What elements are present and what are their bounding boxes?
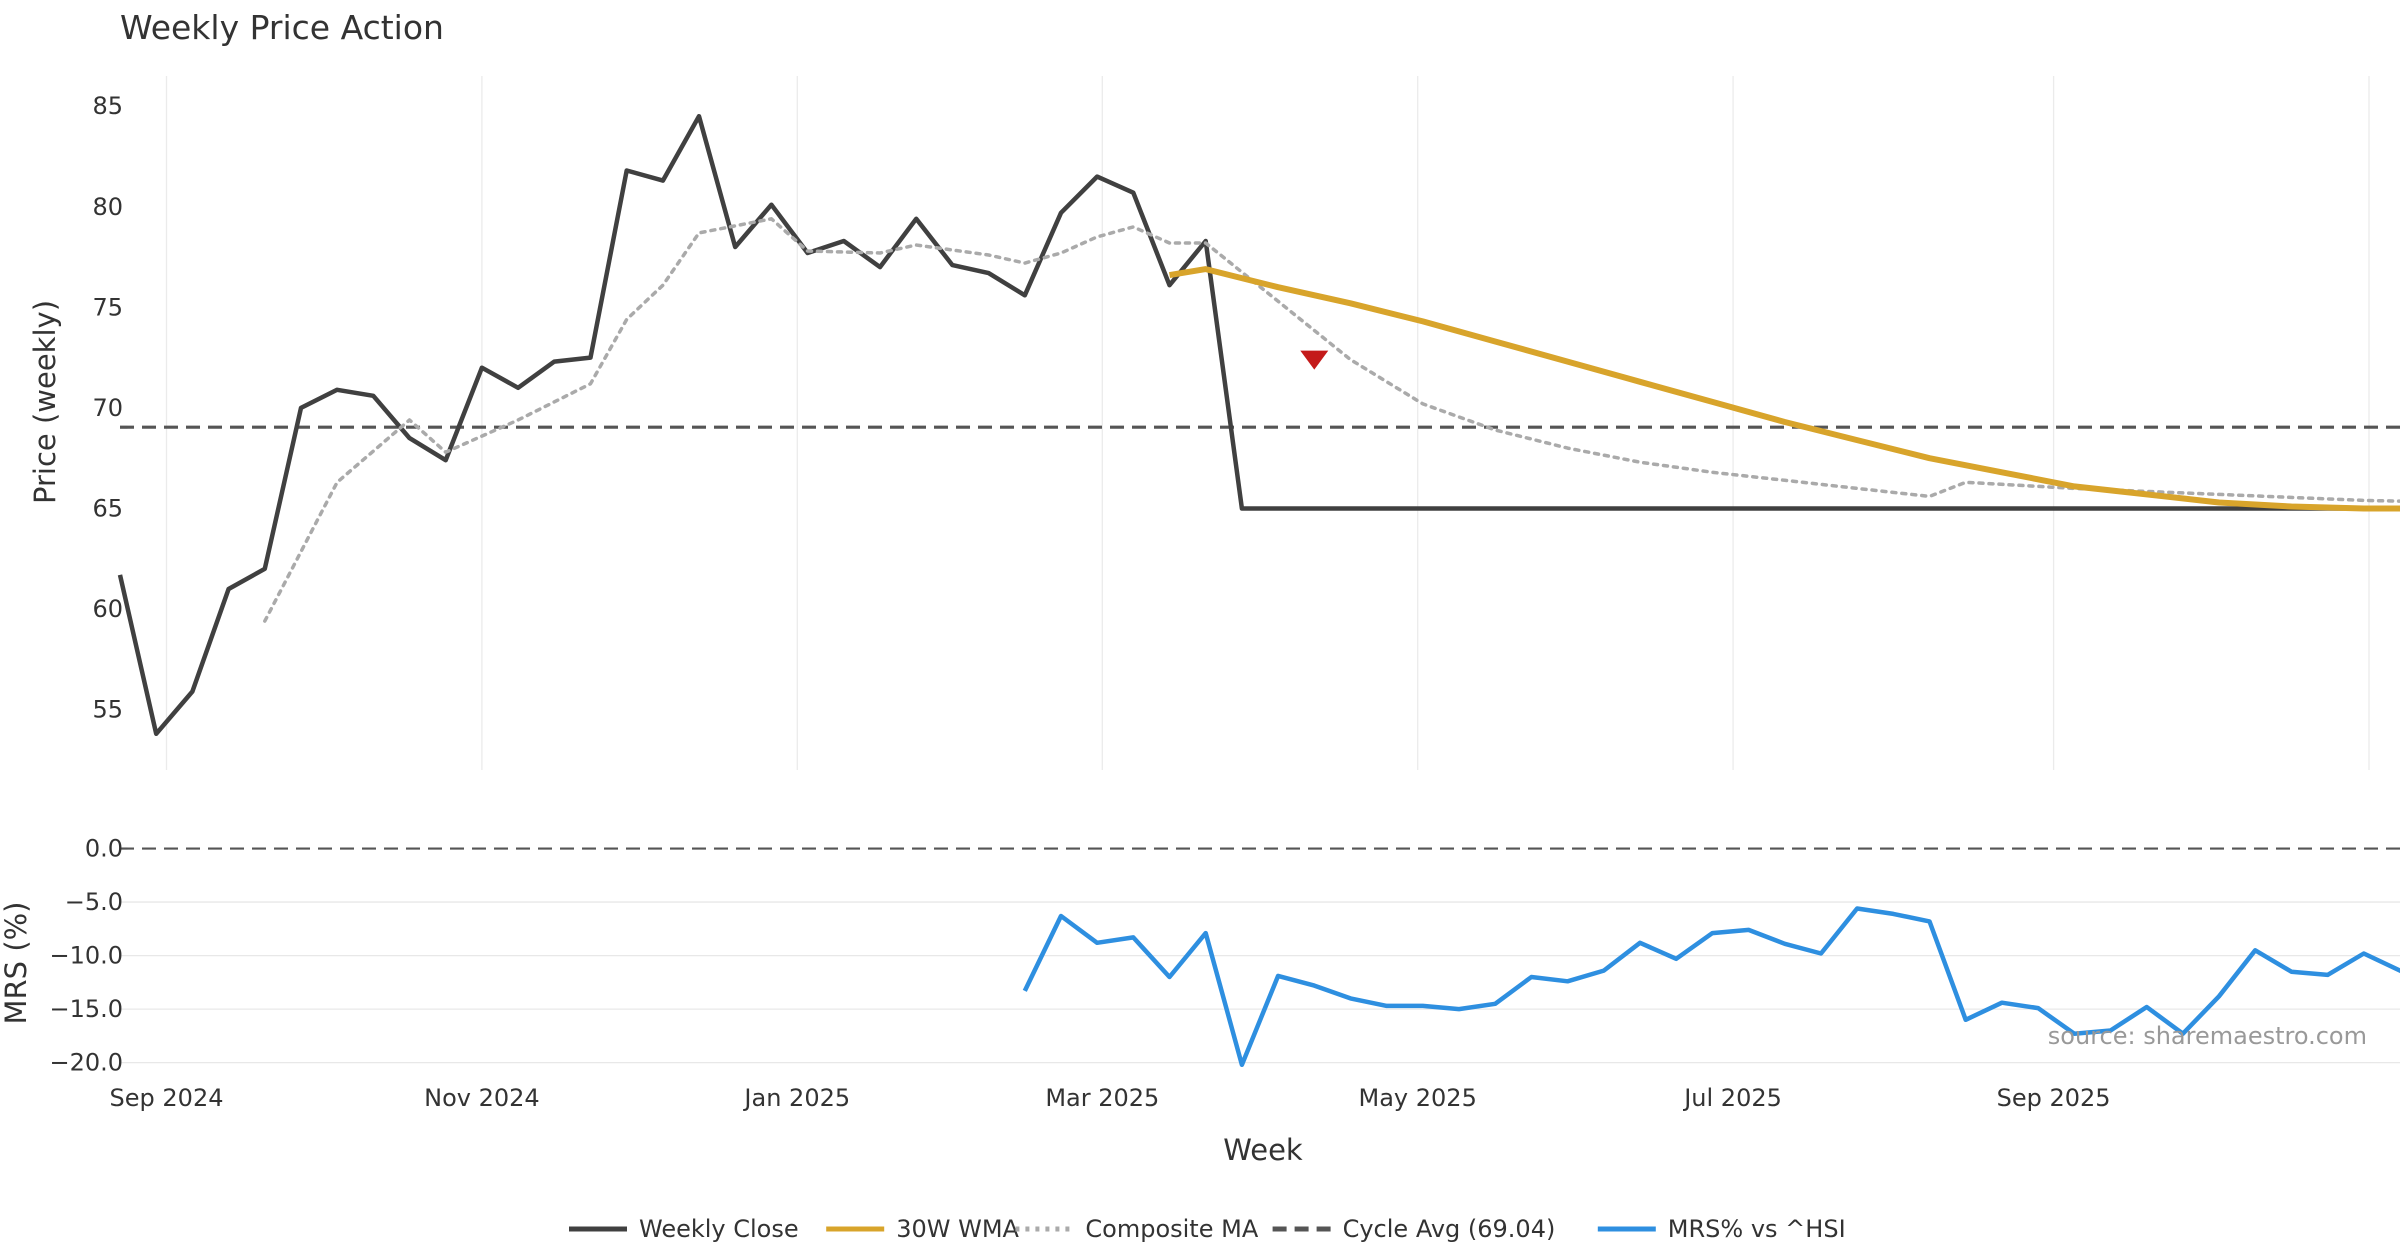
legend-label: Weekly Close <box>639 1215 799 1243</box>
x-tick-label: Sep 2024 <box>110 1084 224 1112</box>
mrs-y-tick-label: −15.0 <box>49 995 123 1023</box>
price-y-tick-label: 80 <box>92 193 123 221</box>
price-series-group <box>117 113 2400 737</box>
x-tick-labels: Sep 2024 Nov 2024 Jan 2025 Mar 2025 May 2025… <box>110 1084 2111 1112</box>
x-tick-label: Jul 2025 <box>1682 1084 1782 1112</box>
price-y-tick-labels: 55 60 65 70 75 80 85 <box>92 92 123 723</box>
mrs-gridlines <box>120 847 2400 1064</box>
mrs-series-group <box>1022 906 2400 1068</box>
price-markers <box>1300 350 1329 370</box>
price-y-axis-title: Price (weekly) <box>28 300 62 504</box>
series-line-30w-wma <box>1169 266 2400 512</box>
series-line-composite-ma <box>263 217 2400 623</box>
legend-item: Composite MA <box>1015 1215 1259 1243</box>
legend-item: Cycle Avg (69.04) <box>1272 1215 1556 1243</box>
legend-label: Cycle Avg (69.04) <box>1343 1215 1556 1243</box>
mrs-y-tick-label: −10.0 <box>49 942 123 970</box>
x-tick-label: Mar 2025 <box>1045 1084 1159 1112</box>
mrs-y-tick-labels: 0.0 −5.0 −10.0 −15.0 −20.0 <box>49 835 123 1077</box>
price-y-tick-label: 55 <box>92 696 123 724</box>
legend-item: MRS% vs ^HSI <box>1597 1215 1846 1243</box>
legend-item: Weekly Close <box>569 1215 799 1243</box>
x-tick-label: Jan 2025 <box>742 1084 850 1112</box>
mrs-y-tick-label: −20.0 <box>49 1049 123 1077</box>
series-line-mrs-vs-hsi <box>1022 906 2400 1068</box>
price-y-tick-label: 60 <box>92 595 123 623</box>
price-panel: 55 60 65 70 75 80 85 Price (weekly) <box>28 76 2400 770</box>
sell-signal-marker <box>1300 350 1329 370</box>
legend-label: Composite MA <box>1085 1215 1258 1243</box>
mrs-y-tick-label: −5.0 <box>65 888 123 916</box>
x-tick-label: May 2025 <box>1359 1084 1477 1112</box>
legend: Weekly Close 30W WMA Composite MA Cycle Avg… <box>569 1215 1846 1243</box>
legend-label: MRS% vs ^HSI <box>1668 1215 1846 1243</box>
price-y-tick-label: 85 <box>92 92 123 120</box>
mrs-y-axis-title: MRS (%) <box>0 902 33 1025</box>
price-y-tick-label: 75 <box>92 293 123 321</box>
price-y-tick-label: 70 <box>92 394 123 422</box>
series-line-weekly-close <box>117 113 2400 737</box>
mrs-y-tick-label: 0.0 <box>85 835 123 863</box>
x-tick-label: Sep 2025 <box>1997 1084 2111 1112</box>
chart-title: Weekly Price Action <box>120 8 444 47</box>
mrs-panel: 0.0 −5.0 −10.0 −15.0 −20.0 MRS (%) <box>0 835 2400 1077</box>
price-y-tick-label: 65 <box>92 494 123 522</box>
legend-item: 30W WMA <box>826 1215 1020 1243</box>
legend-label: 30W WMA <box>896 1215 1019 1243</box>
x-tick-label: Nov 2024 <box>424 1084 540 1112</box>
price-gridlines <box>165 76 2370 770</box>
source-annotation: source: sharemaestro.com <box>2048 1022 2367 1050</box>
x-axis-title: Week <box>1223 1133 1303 1167</box>
